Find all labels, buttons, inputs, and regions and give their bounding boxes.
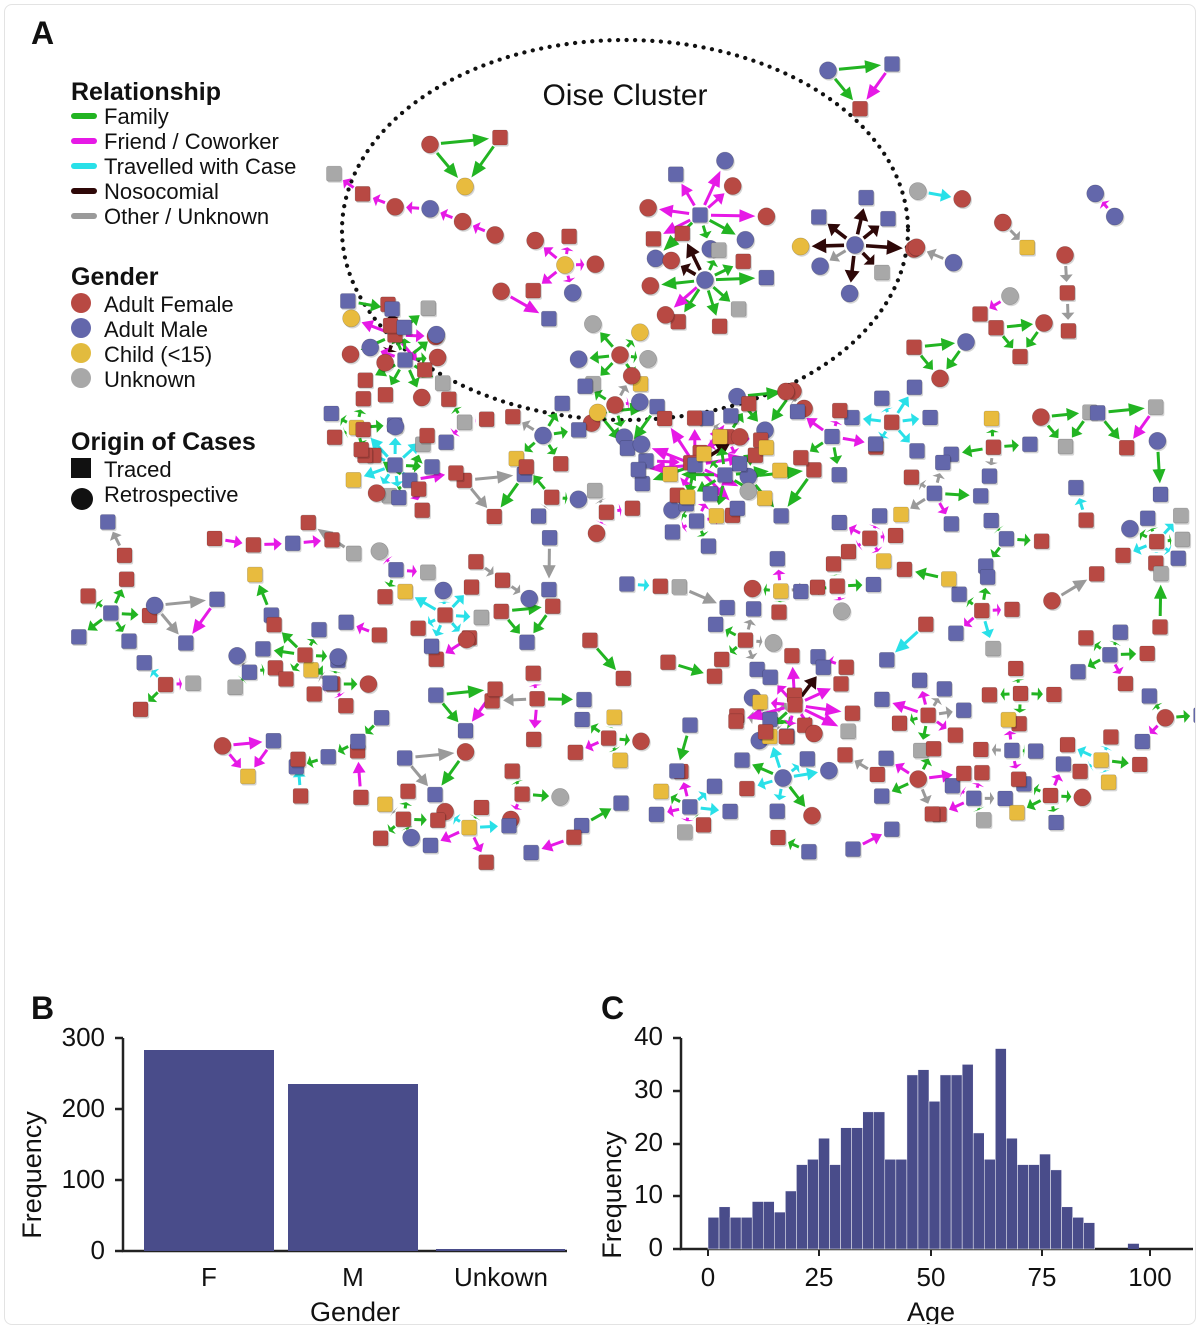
svg-text:0: 0 [91,1235,105,1265]
svg-text:0: 0 [649,1232,663,1262]
svg-text:75: 75 [1028,1262,1057,1292]
svg-text:M: M [342,1262,364,1292]
svg-text:Gender: Gender [310,1297,400,1325]
svg-text:50: 50 [917,1262,946,1292]
svg-text:100: 100 [62,1164,105,1194]
svg-text:Age: Age [907,1297,955,1325]
svg-text:30: 30 [634,1074,663,1104]
svg-text:300: 300 [62,1022,105,1052]
svg-text:20: 20 [634,1127,663,1157]
svg-text:F: F [201,1262,217,1292]
svg-text:200: 200 [62,1093,105,1123]
svg-text:10: 10 [634,1179,663,1209]
svg-text:Frequency: Frequency [17,1111,47,1239]
svg-text:Frequency: Frequency [597,1131,627,1259]
svg-text:Unkown: Unkown [454,1262,548,1292]
svg-text:40: 40 [634,1021,663,1051]
svg-text:100: 100 [1128,1262,1171,1292]
svg-text:25: 25 [805,1262,834,1292]
svg-text:0: 0 [701,1262,715,1292]
svg-text:Oise Cluster: Oise Cluster [542,79,707,112]
